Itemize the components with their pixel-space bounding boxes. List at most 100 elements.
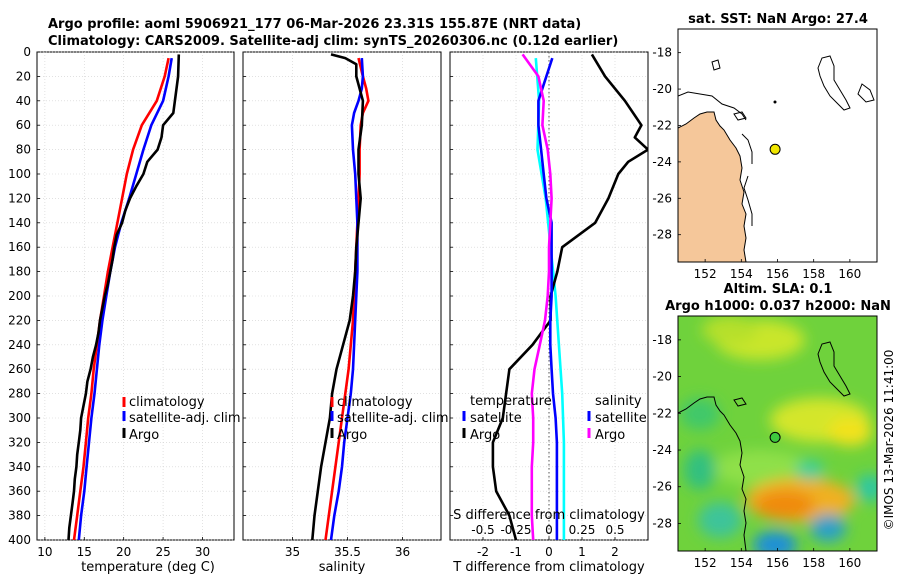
lon-tick-label: 152 bbox=[694, 556, 717, 570]
salinity-tick-labels: 35 35.5 36 bbox=[285, 545, 410, 559]
title-line-1: Argo profile: aoml 5906921_177 06-Mar-20… bbox=[48, 17, 581, 32]
depth-tick-label: 0 bbox=[23, 45, 31, 59]
legend-satellite-label: satellite-adj. clim bbox=[337, 411, 449, 426]
temperature-xlabel: temperature (deg C) bbox=[81, 560, 215, 575]
legend-s-satellite-label: satellite bbox=[595, 411, 647, 426]
series-line-argo bbox=[67, 54, 181, 540]
sst-map-argo-marker bbox=[769, 143, 781, 155]
title-line-2: Climatology: CARS2009. Satellite-adj cli… bbox=[48, 34, 618, 49]
sla-map-anomaly-field bbox=[680, 316, 877, 551]
sst-map-tick-labels: 152 154 156 158 160 -18 -20 -22 -24 -26 -28 bbox=[652, 46, 861, 281]
sla-map-title-line-1: Altim. SLA: 0.1 bbox=[724, 282, 833, 297]
t-difference-xlabel: T difference from climatology bbox=[452, 560, 645, 575]
legend-argo-label: Argo bbox=[129, 428, 159, 443]
depth-tick-label: 120 bbox=[8, 191, 31, 205]
series-line-satellite-adj-clim bbox=[77, 57, 173, 540]
lon-tick-label: 156 bbox=[766, 267, 789, 281]
sst-map-reef-contour bbox=[817, 55, 851, 111]
depth-tick-label: 220 bbox=[8, 313, 31, 327]
x-tick-label: 25 bbox=[155, 545, 170, 559]
salinity-gridlines bbox=[243, 51, 441, 541]
legend-temperature-title: temperature bbox=[470, 394, 552, 409]
sla-map-reef-contour bbox=[817, 341, 851, 397]
sla-map-argo-marker bbox=[769, 431, 781, 443]
t-difference-tick-labels: -2 -1 0 1 2 bbox=[477, 545, 619, 559]
x-tick-label: 10 bbox=[37, 545, 52, 559]
sla-map-coastline bbox=[678, 396, 747, 551]
sst-map-reef-contour-east bbox=[857, 83, 875, 103]
depth-tick-label: 340 bbox=[8, 460, 31, 474]
lon-tick-label: 160 bbox=[838, 267, 861, 281]
depth-tick-label: 60 bbox=[16, 118, 31, 132]
difference-lines bbox=[491, 53, 648, 540]
legend-climatology-label: climatology bbox=[337, 395, 413, 410]
x-tick-label: 36 bbox=[395, 545, 410, 559]
sla-map-tick-labels: 152 154 156 158 160 -18 -20 -22 -24 -26 -28 bbox=[652, 333, 861, 570]
lon-tick-label: 158 bbox=[802, 556, 825, 570]
temperature-tick-labels: 10 15 20 25 30 bbox=[37, 545, 210, 559]
s-difference-tick-label: -0.5 bbox=[471, 523, 494, 537]
depth-tick-label: 180 bbox=[8, 265, 31, 279]
series-line-s-satellite-clim bbox=[537, 57, 559, 540]
lon-tick-label: 158 bbox=[802, 267, 825, 281]
legend-t-argo-label: Argo bbox=[470, 428, 500, 443]
depth-tick-label: 240 bbox=[8, 338, 31, 352]
s-difference-tick-label: 0 bbox=[545, 523, 553, 537]
s-difference-tick-label: -0.25 bbox=[500, 523, 531, 537]
lat-tick-label: -18 bbox=[652, 333, 672, 347]
s-difference-label: S difference from climatology bbox=[453, 508, 645, 523]
lon-tick-label: 156 bbox=[766, 556, 789, 570]
temperature-panel: 0 20 40 60 80 100 120 140 160 180 200 220 240 260 280 3… bbox=[8, 45, 241, 575]
sst-map-islet-dot bbox=[773, 100, 777, 104]
x-tick-label: 30 bbox=[195, 545, 210, 559]
lat-tick-label: -22 bbox=[652, 118, 672, 132]
depth-tick-label: 360 bbox=[8, 484, 31, 498]
depth-tick-label: 140 bbox=[8, 216, 31, 230]
difference-panel: -2 -1 0 1 2 temperature satellite Argo salin… bbox=[449, 51, 649, 575]
sst-map-title: sat. SST: NaN Argo: 27.4 bbox=[688, 12, 868, 27]
x-tick-label: 15 bbox=[77, 545, 92, 559]
depth-tick-label: 40 bbox=[16, 94, 31, 108]
sla-map-panel: Altim. SLA: 0.1 Argo h1000: 0.037 h2000:… bbox=[652, 282, 890, 570]
sst-map-islet bbox=[711, 59, 721, 71]
salinity-lines bbox=[311, 53, 370, 540]
x-tick-label: 20 bbox=[116, 545, 131, 559]
series-line-satellite-adj-clim bbox=[329, 58, 365, 540]
x-tick-label: 35 bbox=[285, 545, 300, 559]
salinity-legend: climatology satellite-adj. clim Argo bbox=[330, 395, 449, 443]
sst-map-panel: sat. SST: NaN Argo: 27.4 152 154 156 158 160… bbox=[652, 12, 878, 281]
sst-map-reef-small bbox=[733, 111, 747, 121]
temperature-axes-frame bbox=[36, 51, 235, 541]
legend-climatology-label: climatology bbox=[129, 395, 205, 410]
x-tick-label: 0 bbox=[545, 545, 553, 559]
depth-tick-label: 20 bbox=[16, 69, 31, 83]
lat-tick-label: -22 bbox=[652, 406, 672, 420]
difference-legend: temperature satellite Argo salinity sate… bbox=[462, 394, 647, 443]
s-difference-tick-labels: -0.5 -0.25 0 0.25 0.5 bbox=[471, 523, 624, 537]
sst-map-australia-land bbox=[678, 111, 747, 262]
legend-s-argo-label: Argo bbox=[595, 428, 625, 443]
series-line-t-argo-clim bbox=[491, 53, 648, 540]
lat-tick-label: -20 bbox=[652, 370, 672, 384]
legend-argo-label: Argo bbox=[337, 428, 367, 443]
lat-tick-label: -28 bbox=[652, 228, 672, 242]
s-difference-tick-label: 0.25 bbox=[569, 523, 596, 537]
depth-tick-label: 320 bbox=[8, 435, 31, 449]
depth-tick-label: 200 bbox=[8, 289, 31, 303]
lon-tick-label: 154 bbox=[730, 267, 753, 281]
copyright-stamp: ©IMOS 13-Mar-2026 11:41:00 bbox=[882, 350, 896, 531]
depth-tick-label: 160 bbox=[8, 240, 31, 254]
legend-t-satellite-label: satellite bbox=[470, 411, 522, 426]
salinity-panel: 35 35.5 36 climatology satellite-adj. clim… bbox=[242, 51, 449, 575]
sla-map-reef-small bbox=[733, 397, 747, 407]
lon-tick-label: 152 bbox=[694, 267, 717, 281]
x-tick-label: 1 bbox=[578, 545, 586, 559]
lat-tick-label: -26 bbox=[652, 191, 672, 205]
legend-satellite-label: satellite-adj. clim bbox=[129, 411, 241, 426]
lat-tick-label: -24 bbox=[652, 155, 672, 169]
depth-tick-label: 380 bbox=[8, 509, 31, 523]
lat-tick-label: -24 bbox=[652, 443, 672, 457]
depth-tick-labels: 0 20 40 60 80 100 120 140 160 180 200 220 240 260 280 3… bbox=[8, 45, 31, 547]
depth-tick-label: 300 bbox=[8, 411, 31, 425]
